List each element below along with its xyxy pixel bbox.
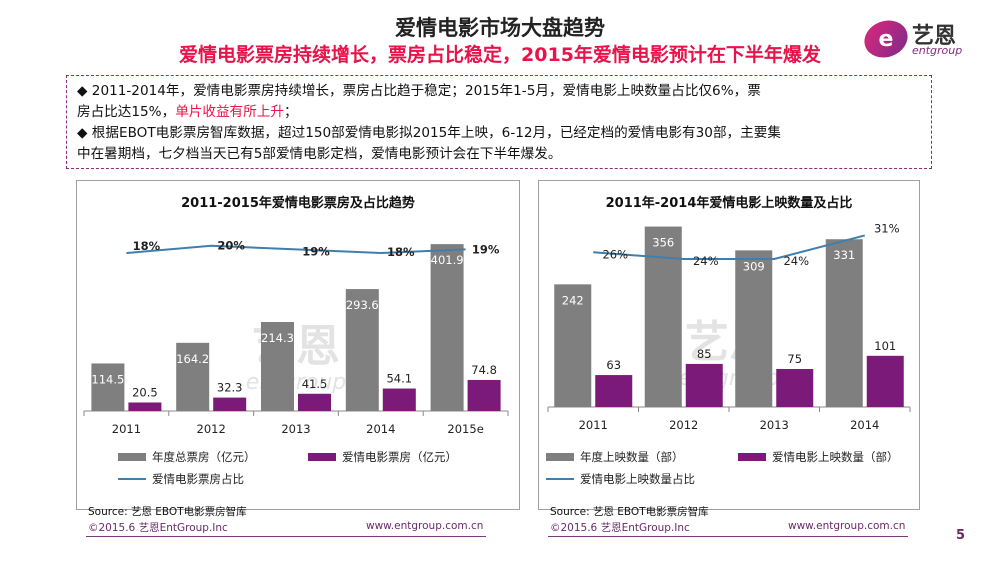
x-tick-label: 2013 [760, 418, 789, 432]
legend-swatch [308, 453, 336, 461]
bar-total [644, 226, 682, 407]
bar-romance-label: 74.8 [471, 363, 497, 377]
x-tick-label: 2012 [669, 418, 698, 432]
chart-source: Source: 艺恩 EBOT电影票房智库 [88, 506, 247, 518]
line-share [593, 234, 866, 260]
line-share-label: 24% [783, 254, 809, 268]
bar-total [430, 244, 464, 411]
summary-bullet-2: ◆ 根据EBOT电影票房智库数据，超过150部爱情电影拟2015年上映，6-12… [77, 125, 781, 162]
x-tick-label: 2014 [366, 422, 395, 436]
highlight-text: 单片收益有所上升 [175, 104, 284, 120]
logo-name: 艺恩 [912, 24, 957, 49]
bar-romance [776, 368, 814, 407]
line-share-label: 19% [302, 244, 330, 258]
bar-romance-label: 32.3 [217, 381, 243, 395]
bar-total-label: 356 [652, 236, 674, 250]
chart-box-office: 艺恩entgroup114.520.52011164.232.32012214.… [83, 239, 509, 486]
legend-swatch [118, 453, 146, 461]
diamond-bullet-icon: ◆ [77, 125, 88, 141]
line-share-label: 19% [472, 242, 500, 256]
x-tick-label: 2013 [281, 422, 310, 436]
bar-romance [382, 388, 416, 411]
summary-box: ◆ 2011-2014年，爱情电影票房持续增长，票房占比趋于稳定；2015年1-… [66, 75, 932, 169]
line-share-label: 18% [133, 239, 161, 253]
bar-romance-label: 41.5 [302, 377, 328, 391]
bar-total-label: 309 [743, 259, 765, 273]
footer-divider [86, 536, 486, 537]
entgroup-logo-icon: e [864, 20, 908, 58]
line-share-label: 31% [874, 221, 900, 235]
x-tick-label: 2014 [850, 418, 879, 432]
bar-romance-label: 85 [697, 347, 712, 361]
legend-label: 爱情电影票房占比 [152, 472, 244, 486]
chart-release-count: 艺恩entgroup242632011356852012309752013331… [546, 221, 911, 486]
bar-romance [685, 363, 723, 407]
footer-url[interactable]: www.entgroup.com.cn [788, 520, 906, 532]
footer-copyright: ©2015.6 艺恩EntGroup.Inc [88, 522, 228, 534]
bar-total [91, 363, 125, 411]
bar-romance [467, 379, 501, 411]
bar-total-label: 331 [833, 248, 855, 262]
bar-total-label: 114.5 [91, 372, 124, 386]
line-share-label: 24% [693, 254, 719, 268]
legend-label: 年度总票房（亿元） [152, 450, 256, 464]
bar-romance [595, 375, 633, 407]
bar-romance-label: 20.5 [132, 385, 158, 399]
bar-romance-label: 63 [606, 358, 621, 372]
bar-total [554, 284, 592, 407]
line-share-label: 18% [387, 245, 415, 259]
line-share [126, 244, 466, 255]
legend-label: 爱情电影票房（亿元） [342, 450, 457, 464]
watermark-sub-text: entgroup [246, 370, 346, 395]
bar-romance [213, 397, 247, 411]
diamond-bullet-icon: ◆ [77, 83, 88, 99]
line-share-label: 20% [217, 239, 245, 253]
bar-total [261, 322, 294, 411]
footer-divider [548, 536, 908, 537]
bar-romance [298, 393, 331, 411]
legend-label: 年度上映数量（部） [580, 450, 684, 464]
footer-copyright: ©2015.6 艺恩EntGroup.Inc [550, 522, 690, 534]
bar-romance-label: 75 [787, 352, 802, 366]
x-tick-label: 2015e [447, 422, 483, 436]
bar-total-label: 242 [562, 293, 584, 307]
page-subtitle: 爱情电影票房持续增长，票房占比稳定，2015年爱情电影预计在下半年爆发 [179, 44, 821, 66]
bar-total [345, 289, 379, 411]
x-tick-label: 2012 [197, 422, 226, 436]
line-share-label: 26% [602, 247, 628, 261]
page-number: 5 [956, 528, 966, 543]
page-title: 爱情电影市场大盘趋势 [395, 16, 605, 40]
chart-source: Source: 艺恩 EBOT电影票房智库 [550, 506, 709, 518]
x-tick-label: 2011 [579, 418, 608, 432]
bar-romance-label: 54.1 [386, 372, 412, 386]
bar-romance [128, 402, 162, 411]
logo-sub: entgroup [912, 44, 963, 57]
legend-label: 爱情电影上映数量（部） [772, 450, 899, 464]
bar-total-label: 214.3 [261, 331, 294, 345]
chart-title-release-count: 2011年-2014年爱情电影上映数量及占比 [605, 196, 853, 211]
x-tick-label: 2011 [112, 422, 141, 436]
summary-bullet-1: ◆ 2011-2014年，爱情电影票房持续增长，票房占比趋于稳定；2015年1-… [77, 83, 761, 120]
bar-total [176, 342, 210, 411]
bar-total-label: 401.9 [431, 253, 464, 267]
chart-title-box-office: 2011-2015年爱情电影票房及占比趋势 [181, 196, 415, 211]
bar-total-label: 164.2 [176, 352, 209, 366]
bar-total-label: 293.6 [346, 298, 379, 312]
legend-label: 爱情电影上映数量占比 [580, 472, 695, 486]
legend-swatch [546, 453, 574, 461]
footer-url[interactable]: www.entgroup.com.cn [366, 520, 484, 532]
bar-total [825, 239, 863, 407]
svg-text:e: e [879, 27, 894, 52]
bar-romance [866, 355, 904, 407]
bar-romance-label: 101 [874, 339, 896, 353]
bar-total [735, 250, 773, 407]
legend-swatch [738, 453, 766, 461]
